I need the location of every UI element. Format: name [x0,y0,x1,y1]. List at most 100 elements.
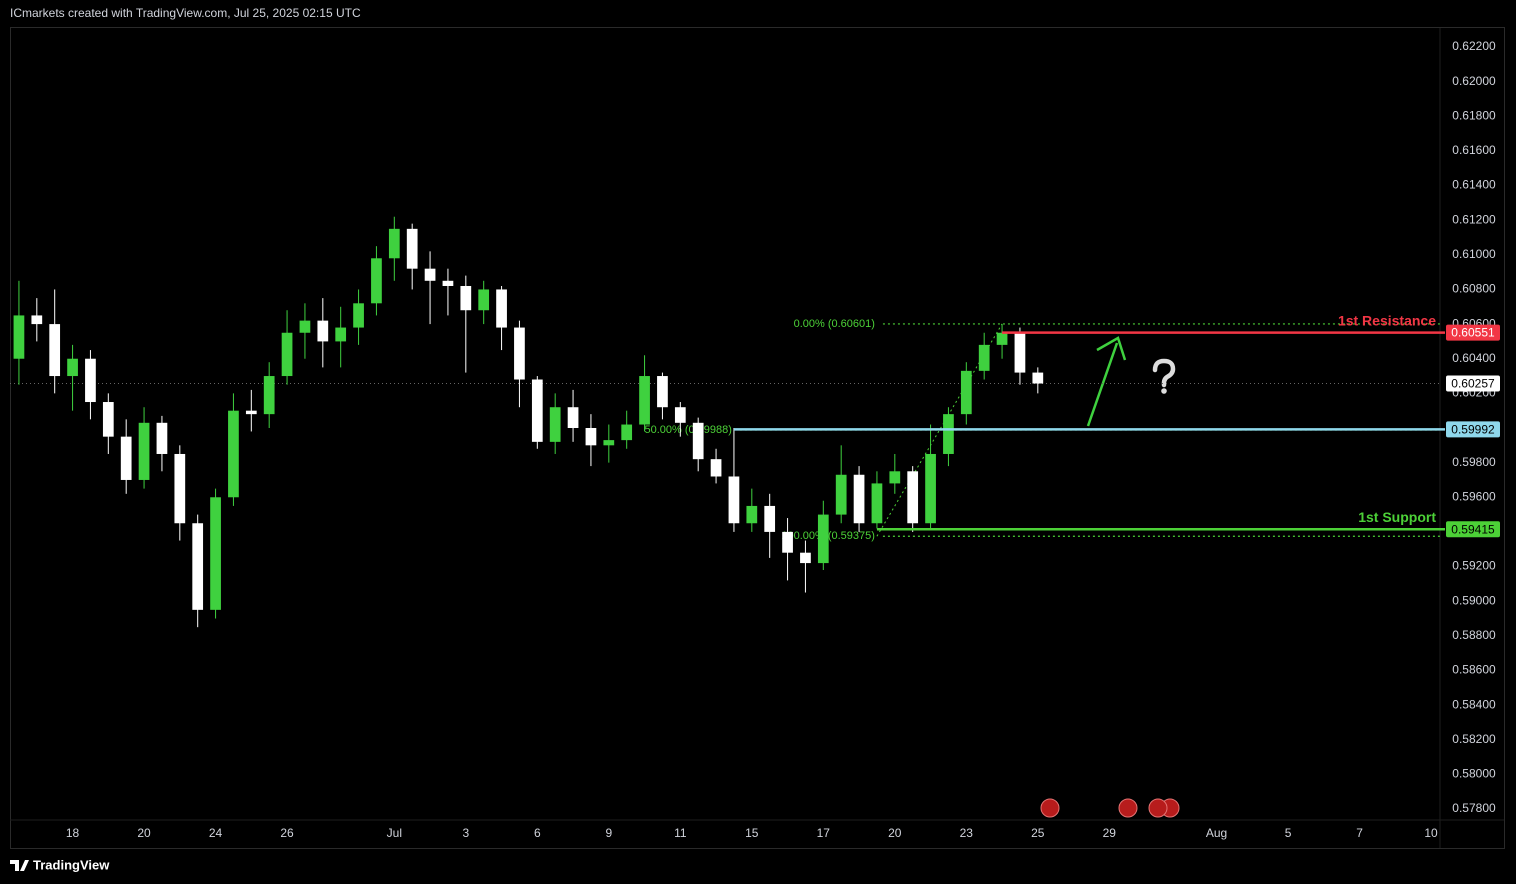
candle-body [567,407,579,428]
event-icons [1040,798,1180,818]
x-tick-label: 6 [534,826,541,840]
x-tick-label: 18 [66,826,80,840]
candle-body [960,370,972,415]
y-tick-label: 0.59600 [1452,489,1496,503]
candle-body [388,228,400,259]
candle-body [514,327,525,380]
y-tick-label: 0.62000 [1452,74,1496,88]
candle-body [764,505,776,532]
arrow-head [1096,336,1127,361]
candle-body [31,315,43,325]
price-tag [1446,375,1500,392]
candle-body [674,407,686,423]
y-tick-label: 0.59000 [1452,593,1496,607]
candle-body [478,289,490,311]
y-tick-label: 0.60400 [1452,351,1496,365]
candle-body [335,327,347,342]
header: ICmarkets created with TradingView.com, … [10,6,361,20]
candle-body [371,258,382,304]
question-curve [1152,358,1176,388]
y-tick-label: 0.61200 [1452,212,1496,226]
candle-body [835,474,847,515]
candle-body [174,453,186,524]
brand: TradingView [33,857,110,872]
arrow [1086,336,1127,427]
event-icon [1148,798,1168,818]
candle-body [871,483,883,524]
candle-body [460,285,472,311]
price-tag-label: 0.59415 [1451,522,1495,536]
x-tick-label: 11 [674,826,687,840]
candle-body [192,523,204,610]
y-tick-label: 0.59800 [1452,455,1496,469]
candle-body [978,344,990,371]
y-tick-label: 0.58200 [1452,732,1496,746]
candle-body [603,440,615,446]
candle-body [710,459,722,477]
price-tag [1446,521,1500,538]
candle-body [120,436,132,480]
x-tick-label: 9 [605,826,612,840]
y-tick-label: 0.58400 [1452,697,1496,711]
candle-body [496,289,507,328]
candle-body [728,476,740,524]
candle-body [1014,332,1026,373]
candle-body [85,358,96,403]
candle-body [549,407,561,442]
candle-body [800,552,811,564]
logo-icon [10,860,29,871]
candle-body [156,422,168,454]
y-tick-label: 0.59200 [1452,559,1496,573]
candle-body [49,324,61,377]
x-tick-label: 7 [1356,826,1363,840]
candle-body [102,402,114,437]
candle-body [621,424,633,441]
x-tick-label: 5 [1285,826,1292,840]
x-tick-label: 15 [745,826,759,840]
candle-body [746,505,758,524]
y-tick-label: 0.62200 [1452,39,1496,53]
x-tick-label: 17 [817,826,831,840]
candle-body [692,422,704,460]
candle-body [889,471,901,484]
candle-body [263,376,275,415]
candle-body [353,303,364,328]
fib-label: 50.00% (0.59988) [644,424,731,436]
brand-logo: TradingView [10,857,110,872]
price-tag [1446,324,1500,341]
candles [13,216,1044,628]
x-tick-label: Jul [387,826,402,840]
pane-border [10,27,1505,849]
candle-body [907,471,919,524]
arrow-shaft [1086,342,1119,427]
candle-body [228,410,239,498]
event-icon [1040,798,1060,818]
candle-body [531,379,543,442]
y-tick-label: 0.57800 [1452,801,1496,815]
y-tick-label: 0.61600 [1452,143,1496,157]
candle-body [138,422,150,480]
x-tick-label: 20 [137,826,151,840]
level-name: 1st Resistance [1338,312,1436,328]
candle-body [13,315,25,359]
price-tag-label: 0.60551 [1451,326,1495,340]
y-tick-label: 0.58000 [1452,767,1496,781]
x-tick-label: 20 [888,826,902,840]
x-tick-label: 29 [1103,826,1117,840]
y-tick-label: 0.58600 [1452,663,1496,677]
current-price-label: 0.60257 [1451,377,1495,391]
candle-body [943,414,954,454]
candle-body [925,453,936,524]
candle-body [585,428,597,446]
level-name: 1st Support [1358,509,1436,525]
candle-body [782,531,793,553]
y-tick-label: 0.61400 [1452,178,1496,192]
candle-body [424,268,436,281]
candle-body [317,320,329,342]
candle-body [406,228,418,269]
x-tick-label: 25 [1031,826,1045,840]
fib-label: 0.00% (0.60601) [794,318,875,330]
